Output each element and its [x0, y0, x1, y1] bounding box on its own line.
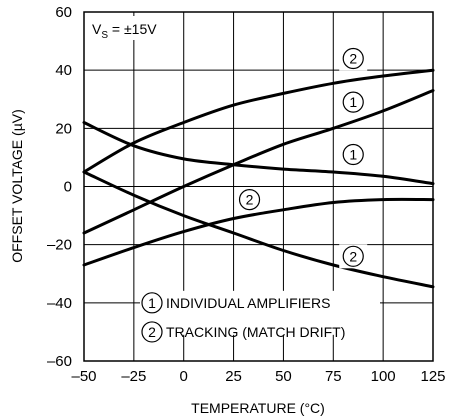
x-tick-label: –25	[121, 368, 146, 385]
callout-number: 2	[349, 248, 357, 264]
x-tick-label: 25	[225, 368, 242, 385]
y-tick-labels: –60 –40 –20 0 20 40 60	[47, 4, 72, 370]
legend: 1 INDIVIDUAL AMPLIFIERS 2 TRACKING (MATCH D…	[140, 290, 380, 343]
x-tick-label: 100	[371, 368, 396, 385]
series-curves	[82, 68, 435, 289]
condition-label-rest: = ±15V	[108, 21, 157, 37]
callout-circle	[342, 47, 364, 70]
y-tick-label: –40	[47, 295, 72, 312]
legend-label: INDIVIDUAL AMPLIFIERS	[166, 295, 330, 311]
callout-circle	[238, 188, 261, 211]
condition-label-sub: S	[101, 30, 108, 41]
y-axis-title: OFFSET VOLTAGE (µV)	[9, 109, 25, 263]
series-curve-3-marker-1	[82, 121, 435, 186]
callout-circle	[342, 143, 364, 166]
callout-number: 2	[246, 192, 254, 208]
legend-marker-circle	[141, 321, 163, 343]
series-curve-4-marker-2	[82, 197, 435, 267]
legend-label: TRACKING (MATCH DRIFT)	[166, 324, 345, 340]
y-tick-label: 60	[55, 4, 72, 21]
y-tick-label: 0	[64, 179, 72, 196]
condition-label-bg	[88, 16, 180, 40]
x-tick-label: –50	[71, 368, 96, 385]
legend-bg	[140, 290, 380, 335]
series-curve-2-marker-1	[82, 89, 435, 235]
series-curve-1-marker-2	[82, 68, 435, 174]
x-tick-label: 50	[275, 368, 292, 385]
condition-label-main: V	[92, 21, 102, 37]
x-axis-title: TEMPERATURE (°C)	[191, 400, 325, 416]
y-tick-label: –20	[47, 237, 72, 254]
legend-marker-circle	[141, 292, 163, 314]
callout-circle	[342, 91, 364, 113]
curve-callouts: 2 1 1 2 2	[235, 46, 368, 269]
callout-number: 2	[349, 51, 357, 67]
x-tick-label: 75	[325, 368, 342, 385]
condition-label: VS = ±15V	[92, 21, 157, 41]
callout-circle	[342, 245, 364, 267]
x-tick-labels: –50 –25 0 25 50 75 100 125	[71, 368, 445, 385]
y-tick-label: 40	[55, 62, 72, 79]
x-tick-label: 125	[420, 368, 445, 385]
callout-number: 1	[349, 147, 357, 163]
y-tick-label: –60	[47, 353, 72, 370]
y-tick-label: 20	[55, 120, 72, 137]
legend-marker-number: 1	[148, 295, 156, 311]
plot-frame	[83, 11, 434, 362]
x-tick-label: 0	[180, 368, 188, 385]
legend-marker-number: 2	[148, 324, 156, 340]
callout-number: 1	[349, 94, 357, 110]
series-curve-5-marker-2	[82, 170, 435, 289]
